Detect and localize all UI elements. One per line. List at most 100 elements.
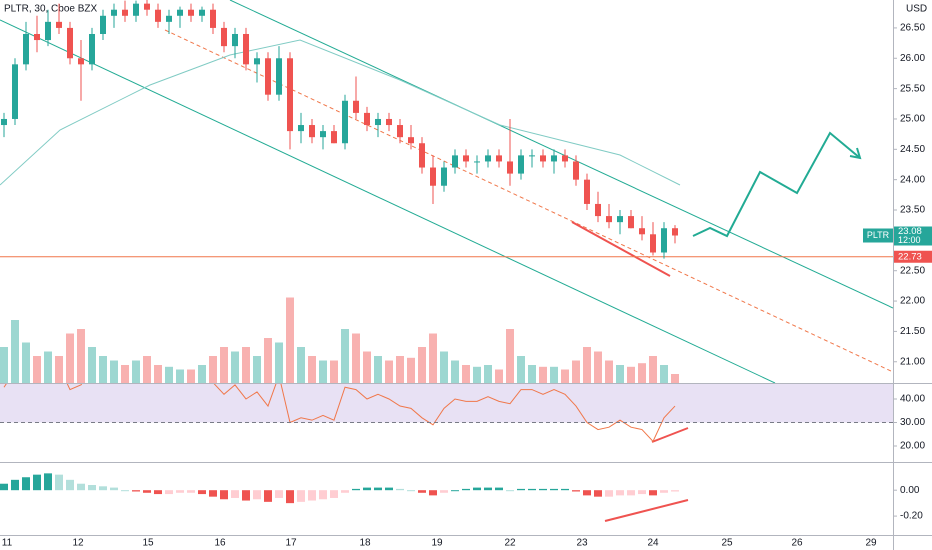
macd-bar [253,490,261,500]
candle-body [639,228,645,235]
macd-bar [275,490,283,498]
candle-body [375,118,381,126]
volume-bar [132,360,140,383]
candle-body [144,3,150,10]
candle-body [177,9,183,16]
candle-body [595,203,601,217]
x-tick-label: 12 [72,538,84,549]
channel-lower [0,19,776,383]
volume-bar [187,369,195,383]
volume-bar [374,356,382,383]
candle-body [221,27,227,47]
volume-bar [154,365,162,383]
volume-bar [253,356,261,383]
moving-average [0,39,681,186]
macd-bar [264,490,272,502]
volume-bar [55,356,63,383]
line-price-badge [894,250,932,263]
macd-bar [297,490,305,502]
x-tick-label: 18 [359,538,371,549]
macd-bar [319,490,327,500]
y-tick-label: 26.50 [900,23,925,34]
candle-body [309,125,315,138]
volume-bar [583,347,591,383]
volume-bar [429,333,437,383]
y-tick-label: 30.00 [900,417,925,428]
countdown-label: 12:00 [898,235,921,245]
candle-body [529,155,535,157]
volume-bar [121,365,129,383]
macd-bar [627,490,635,496]
candle-body [122,9,128,16]
macd-bar [396,488,404,491]
candle-body [100,15,106,34]
candle-body [45,21,51,41]
y-tick-label: 40.00 [900,394,925,405]
macd-bar [539,488,547,491]
volume-bar [275,342,283,383]
candle-body [463,155,469,162]
y-tick-label: 25.00 [900,114,925,125]
channel-mid [164,29,893,373]
rsi-line [3,384,676,443]
volume-bar [308,356,316,383]
candle-body [386,118,392,126]
volume-bar [671,374,679,383]
volume-bar [418,347,426,383]
candle-body [441,167,447,186]
volume-bar [352,333,360,383]
candle-body [188,9,194,16]
volume-bar [66,333,74,383]
candle-body [551,155,557,162]
line-price-label: 22.73 [898,251,922,262]
volume-bar [286,297,294,383]
volume-bar [506,329,514,383]
macd-bar [550,488,558,491]
candle-body [573,161,579,180]
symbol-badge [863,228,893,243]
macd-bar [605,490,613,497]
symbol-label: PLTR [867,230,890,240]
y-tick-label: 23.50 [900,205,925,216]
candle-body [518,155,524,174]
volume-bar [363,351,371,383]
volume-bar [550,366,558,383]
macd-bar [286,490,294,504]
volume-bar [77,329,85,383]
x-tick-label: 22 [504,538,516,549]
volume-bar [396,356,404,383]
y-tick-label: 22.00 [900,296,925,307]
candle-body [474,161,480,163]
volume-bar [99,356,107,383]
volume-bar [407,357,415,383]
candle-body [265,58,271,95]
macd-bar [99,486,107,491]
volume-bar [561,369,569,383]
candle-body [331,131,337,144]
candle-body [166,15,172,22]
macd-bar [429,490,437,496]
candle-body [89,33,95,65]
candle-body [507,161,513,174]
forecast-arrow [692,131,861,238]
macd-bar [385,487,393,491]
y-tick-label: 20.00 [900,441,925,452]
macd-bar [671,490,679,492]
candle-body [452,155,458,168]
y-tick-label: 26.00 [900,53,925,64]
candle-body [342,100,348,144]
macd-bar [242,490,250,501]
rsi-pane [0,384,893,443]
macd-bar [308,490,316,501]
macd-bar [77,483,85,491]
candle-body [397,125,403,138]
macd-bar [561,488,569,491]
macd-bar [0,483,8,491]
volume-bar [0,347,8,383]
volume-bar [484,365,492,383]
candle-body [287,58,293,132]
candle-body [485,155,491,162]
macd-bar [363,487,371,491]
macd-bar [198,490,206,495]
x-tick-label: 15 [142,538,154,549]
